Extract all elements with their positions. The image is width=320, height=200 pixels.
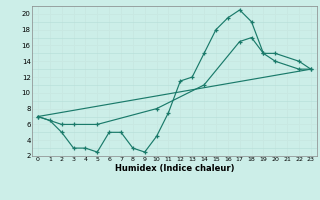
X-axis label: Humidex (Indice chaleur): Humidex (Indice chaleur) — [115, 164, 234, 173]
